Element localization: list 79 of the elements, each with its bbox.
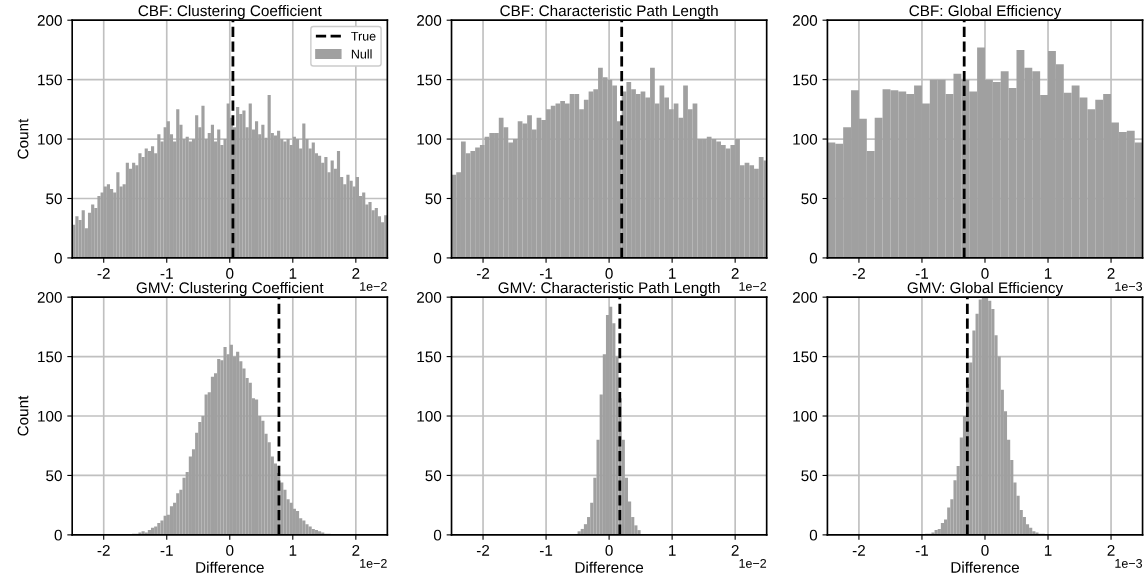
text: 1e−3 bbox=[1115, 558, 1143, 568]
x-tick-label: 2 bbox=[731, 545, 739, 556]
x-tick-label: -2 bbox=[852, 268, 865, 279]
y-tick-label: 50 bbox=[46, 193, 62, 205]
y-tick-label: 50 bbox=[46, 470, 62, 482]
y-tick-label: 100 bbox=[417, 410, 442, 422]
y-tick-label: 0 bbox=[809, 529, 818, 541]
x-tick-label: 1 bbox=[289, 268, 297, 279]
x-tick-label: 0 bbox=[605, 545, 613, 556]
y-tick-label: 200 bbox=[417, 292, 442, 303]
y-tick-label: 0 bbox=[809, 252, 818, 264]
y-tick-label: 50 bbox=[425, 470, 442, 482]
x-tick-label: -1 bbox=[539, 545, 553, 556]
x-tick-label: -1 bbox=[160, 268, 173, 279]
y-tick-label: 50 bbox=[801, 470, 818, 482]
y-tick-label: 0 bbox=[433, 252, 442, 264]
text: 1e−2 bbox=[739, 558, 767, 568]
chart-title: CBF: Characteristic Path Length bbox=[500, 4, 718, 20]
x-tick-label: -2 bbox=[97, 545, 110, 556]
y-tick-label: 200 bbox=[37, 292, 62, 303]
y-tick-label: 50 bbox=[801, 193, 818, 205]
x-tick-label: 0 bbox=[226, 545, 234, 556]
y-tick-label: 0 bbox=[54, 252, 62, 264]
y-tick-label: 100 bbox=[38, 410, 62, 422]
y-tick-label: 0 bbox=[54, 529, 62, 541]
x-tick-label: 0 bbox=[605, 268, 613, 279]
x-tick-label: 1 bbox=[669, 545, 676, 556]
y-tick-label: 100 bbox=[38, 133, 62, 145]
x-tick-label: -1 bbox=[160, 545, 173, 556]
x-tick-label: -1 bbox=[539, 268, 553, 279]
x-tick-label: 2 bbox=[1107, 545, 1115, 556]
x-tick-label: -1 bbox=[915, 545, 928, 556]
x-tick-label: 0 bbox=[226, 268, 234, 279]
y-tick-label: 150 bbox=[38, 74, 62, 86]
y-tick-label: 150 bbox=[417, 351, 442, 363]
x-tick-label: 0 bbox=[981, 545, 989, 556]
y-tick-label: 150 bbox=[793, 74, 818, 86]
x-tick-label: -1 bbox=[915, 268, 928, 279]
y-tick-label: 150 bbox=[38, 351, 62, 363]
y-tick-label: 200 bbox=[417, 15, 442, 26]
x-tick-label: -2 bbox=[97, 268, 110, 279]
chart-title: GMV: Global Efficiency bbox=[907, 281, 1064, 297]
x-tick-label: -2 bbox=[476, 545, 490, 556]
text: 1e−3 bbox=[1115, 282, 1143, 291]
y-axis-title: Count bbox=[17, 118, 29, 159]
y-axis-title: Count bbox=[17, 395, 29, 436]
x-tick-label: 2 bbox=[352, 545, 360, 556]
y-tick-label: 50 bbox=[425, 193, 442, 205]
y-tick-label: 200 bbox=[792, 292, 818, 303]
chart-title: GMV: Clustering Coefficient bbox=[136, 281, 324, 297]
text: 1e−2 bbox=[360, 558, 387, 568]
y-tick-label: 100 bbox=[793, 410, 818, 422]
x-tick-label: 0 bbox=[981, 268, 989, 279]
text: 1e−2 bbox=[739, 282, 767, 291]
y-tick-label: 200 bbox=[792, 15, 818, 26]
x-tick-label: 1 bbox=[1044, 545, 1052, 556]
y-tick-label: 100 bbox=[417, 133, 442, 145]
ref-line-label: True bbox=[351, 31, 376, 41]
y-tick-label: 0 bbox=[433, 529, 442, 541]
y-tick-label: 150 bbox=[793, 351, 818, 363]
y-tick-label: 150 bbox=[417, 74, 442, 86]
x-axis-title: Difference bbox=[951, 561, 1019, 573]
x-axis-title: Difference bbox=[196, 561, 264, 573]
x-tick-label: -2 bbox=[852, 545, 865, 556]
x-tick-label: -2 bbox=[476, 268, 490, 279]
x-axis-title: Difference bbox=[575, 561, 644, 573]
legend-label: Null bbox=[351, 49, 372, 59]
y-tick-label: 100 bbox=[793, 133, 818, 145]
x-tick-label: 1 bbox=[669, 268, 676, 279]
chart-title: CBF: Global Efficiency bbox=[909, 4, 1062, 20]
y-tick-label: 200 bbox=[37, 15, 62, 26]
text: 1e−2 bbox=[360, 282, 387, 291]
chart-title: CBF: Clustering Coefficient bbox=[138, 4, 322, 20]
x-tick-label: 2 bbox=[352, 268, 360, 279]
chart-title: GMV: Characteristic Path Length bbox=[498, 281, 720, 297]
x-tick-label: 1 bbox=[289, 545, 297, 556]
x-tick-label: 2 bbox=[731, 268, 739, 279]
x-tick-label: 1 bbox=[1044, 268, 1052, 279]
x-tick-label: 2 bbox=[1107, 268, 1115, 279]
